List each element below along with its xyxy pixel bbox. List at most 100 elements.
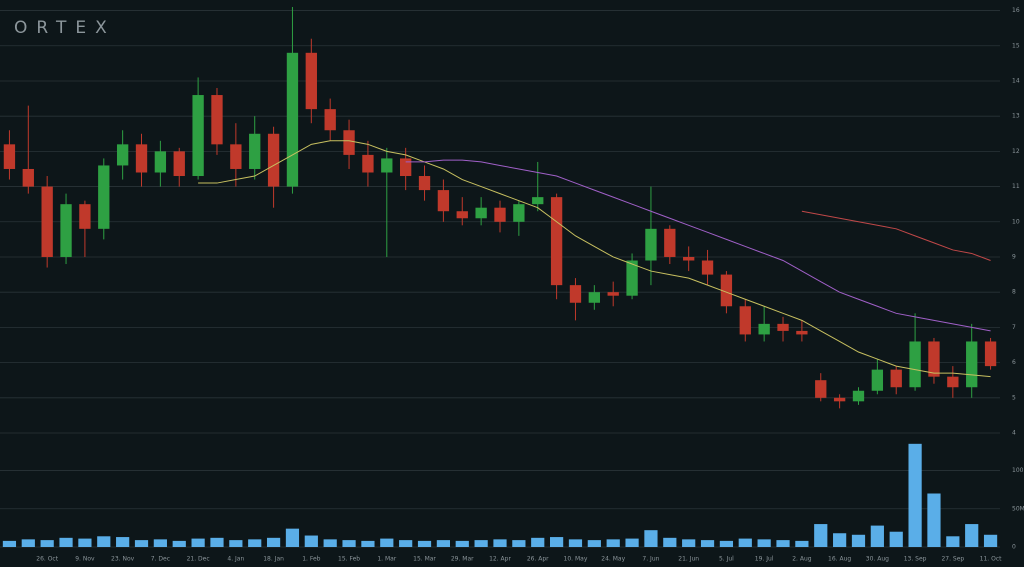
- candle-body: [362, 154, 374, 173]
- candle-body: [22, 168, 34, 187]
- candle-body: [588, 292, 600, 303]
- y-tick-label: 7: [1012, 324, 1016, 331]
- volume-bar: [455, 540, 469, 547]
- x-tick-label: 21. Dec: [187, 556, 210, 563]
- volume-bar: [266, 537, 281, 547]
- x-tick-label: 4. Jan: [227, 556, 244, 563]
- volume-bar: [210, 537, 224, 547]
- x-tick-label: 26. Oct: [36, 556, 58, 563]
- y-tick-label: 16: [1012, 7, 1020, 14]
- candle-body: [928, 341, 940, 377]
- volume-bar: [229, 540, 243, 547]
- y-tick-label: 5: [1012, 394, 1016, 401]
- volume-bar: [2, 540, 17, 547]
- candle-body: [381, 158, 393, 173]
- candle-body: [60, 204, 72, 257]
- volume-bar: [625, 538, 639, 547]
- x-tick-label: 1. Mar: [377, 556, 396, 563]
- volume-bar: [946, 536, 960, 547]
- candle-body: [815, 380, 827, 398]
- volume-bar: [285, 528, 300, 547]
- logo: ORTEX: [14, 18, 116, 38]
- x-tick-label: 24. May: [601, 556, 625, 563]
- x-tick-label: 23. Nov: [111, 556, 135, 563]
- x-tick-label: 16. Aug: [828, 556, 851, 563]
- volume-bar: [719, 540, 734, 547]
- x-tick-label: 30. Aug: [866, 556, 889, 563]
- candle-body: [720, 274, 733, 307]
- volume-bar: [908, 443, 922, 547]
- candle-body: [135, 144, 148, 173]
- volume-tick-label: 0: [1012, 544, 1016, 551]
- candle-body: [98, 165, 110, 229]
- candle-body: [324, 109, 336, 131]
- candle-body: [267, 133, 280, 187]
- candle-body: [211, 95, 223, 145]
- candle-body: [116, 144, 129, 166]
- candle-body: [683, 256, 695, 261]
- candle-body: [173, 151, 185, 177]
- y-tick-label: 4: [1012, 430, 1016, 437]
- y-tick-label: 6: [1012, 359, 1016, 366]
- x-tick-label: 11. Oct: [980, 556, 1002, 563]
- volume-bar: [757, 539, 771, 547]
- volume-bar: [417, 540, 432, 547]
- y-tick-label: 13: [1012, 113, 1020, 120]
- candle-body: [984, 341, 997, 367]
- x-tick-label: 15. Mar: [413, 556, 436, 563]
- volume-bar: [965, 524, 979, 547]
- candle-body: [343, 130, 355, 155]
- volume-bar: [682, 539, 696, 547]
- x-tick-label: 29. Mar: [451, 556, 474, 563]
- candle-body: [305, 52, 317, 110]
- candle-body: [400, 158, 412, 177]
- volume-bar: [248, 539, 262, 547]
- volume-bar: [21, 539, 35, 547]
- volume-tick-label: 100M: [1012, 467, 1024, 474]
- volume-bar: [361, 540, 375, 547]
- candle-body: [701, 260, 714, 275]
- candle-body: [758, 323, 770, 335]
- volume-bar: [304, 535, 318, 547]
- candle-body: [966, 341, 978, 388]
- x-tick-label: 26. Apr: [527, 556, 549, 563]
- volume-bar: [342, 540, 356, 547]
- candle-body: [494, 207, 506, 222]
- candle-body: [513, 204, 525, 222]
- candle-body: [796, 330, 808, 335]
- volume-bar: [399, 540, 413, 547]
- candle-body: [437, 190, 450, 212]
- candle-body: [947, 376, 959, 388]
- candle-body: [777, 323, 789, 331]
- x-tick-label: 1. Feb: [302, 556, 320, 563]
- candle-body: [550, 197, 563, 286]
- x-tick-label: 7. Dec: [151, 556, 170, 563]
- x-tick-label: 5. Jul: [719, 556, 734, 563]
- volume-bar: [851, 534, 866, 547]
- volume-bar: [380, 538, 394, 547]
- volume-bar: [644, 530, 658, 547]
- candle-body: [532, 197, 544, 205]
- candle-body: [192, 95, 204, 177]
- candle-body: [475, 207, 487, 219]
- volume-bar: [550, 537, 564, 547]
- candle-body: [607, 292, 619, 296]
- candle-body: [871, 369, 884, 391]
- volume-bar: [172, 540, 186, 547]
- volume-bar: [134, 540, 149, 547]
- volume-bar: [78, 538, 92, 547]
- volume-bar: [323, 539, 337, 547]
- x-tick-label: 15. Feb: [338, 556, 360, 563]
- volume-bar: [436, 540, 450, 547]
- candle-body: [286, 52, 299, 187]
- y-tick-label: 11: [1012, 183, 1020, 190]
- y-tick-label: 9: [1012, 253, 1016, 260]
- volume-bar: [870, 525, 884, 547]
- volume-bar: [116, 537, 130, 547]
- candle-body: [230, 144, 242, 169]
- volume-tick-label: 50M: [1012, 505, 1024, 512]
- y-tick-label: 8: [1012, 289, 1016, 296]
- volume-bar: [833, 533, 847, 547]
- candle-body: [739, 306, 751, 335]
